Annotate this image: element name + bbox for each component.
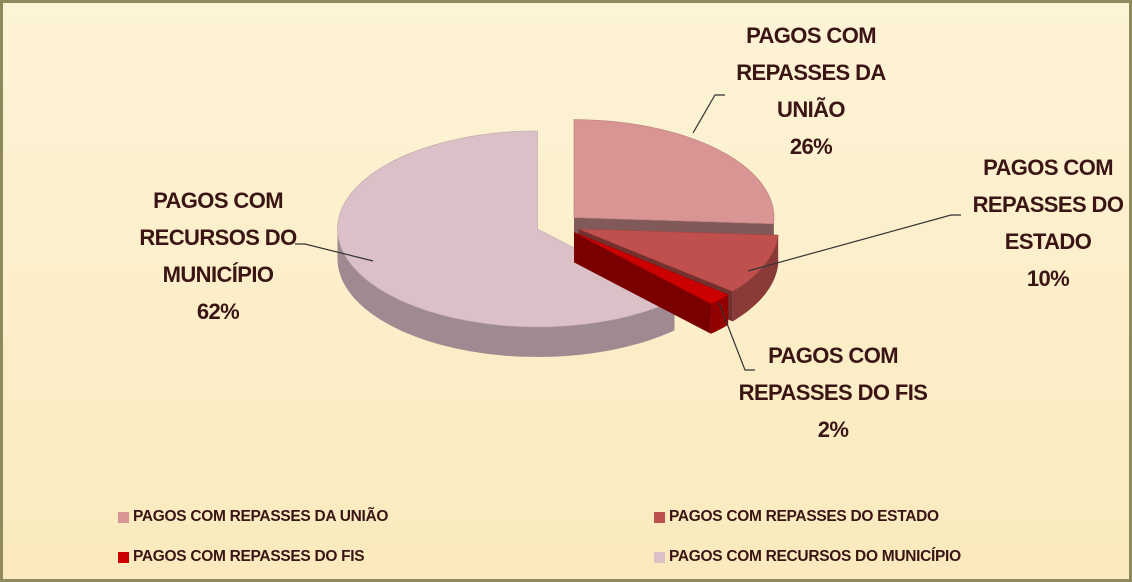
- legend-swatch: [654, 551, 665, 563]
- slice-top: [573, 232, 729, 305]
- data-label-value: 26%: [789, 134, 833, 159]
- legend-item: PAGOS COM REPASSES DO FIS: [118, 548, 365, 566]
- pie-slice: [337, 130, 676, 357]
- leader-line: [295, 243, 374, 262]
- legend-label: PAGOS COM REPASSES DO FIS: [133, 548, 365, 565]
- slice-top: [578, 228, 779, 292]
- data-label: PAGOS COM REPASSES DO FIS 2%: [738, 337, 928, 448]
- slice-wall: [732, 235, 779, 322]
- legend-item: PAGOS COM REPASSES DO ESTADO: [654, 508, 939, 526]
- data-label: PAGOS COM REPASSES DO ESTADO 10%: [953, 149, 1129, 297]
- data-label-name: PAGOS COM REPASSES DO ESTADO: [972, 155, 1124, 254]
- plot-area: [295, 94, 961, 371]
- data-label-name: PAGOS COM REPASSES DO FIS: [738, 343, 928, 405]
- legend-label: PAGOS COM RECURSOS DO MUNICÍPIO: [669, 548, 961, 565]
- legend-label: PAGOS COM REPASSES DO ESTADO: [669, 508, 939, 525]
- leader-line: [692, 94, 725, 134]
- legend-item: PAGOS COM RECURSOS DO MUNICÍPIO: [654, 548, 961, 566]
- data-label-value: 2%: [817, 417, 849, 442]
- slice-top: [337, 130, 676, 328]
- data-label-value: 62%: [196, 299, 240, 324]
- data-label: PAGOS COM REPASSES DA UNIÃO 26%: [716, 17, 906, 165]
- legend-item: PAGOS COM REPASSES DA UNIÃO: [118, 508, 388, 526]
- data-label: PAGOS COM RECURSOS DO MUNICÍPIO 62%: [123, 182, 313, 330]
- data-label-value: 10%: [1026, 266, 1070, 291]
- leader-line: [718, 302, 755, 371]
- data-label-name: PAGOS COM RECURSOS DO MUNICÍPIO: [139, 188, 297, 287]
- slice-wall: [710, 294, 729, 334]
- slice-wall: [337, 229, 675, 357]
- slice-side: [574, 232, 711, 334]
- legend-swatch: [118, 511, 129, 523]
- pie-slice: [573, 232, 729, 334]
- data-label-name: PAGOS COM REPASSES DA UNIÃO: [736, 23, 886, 122]
- slice-top: [573, 119, 775, 225]
- legend-label: PAGOS COM REPASSES DA UNIÃO: [133, 508, 389, 525]
- legend-swatch: [118, 551, 129, 563]
- leader-line: [747, 214, 961, 272]
- legend-swatch: [654, 511, 665, 523]
